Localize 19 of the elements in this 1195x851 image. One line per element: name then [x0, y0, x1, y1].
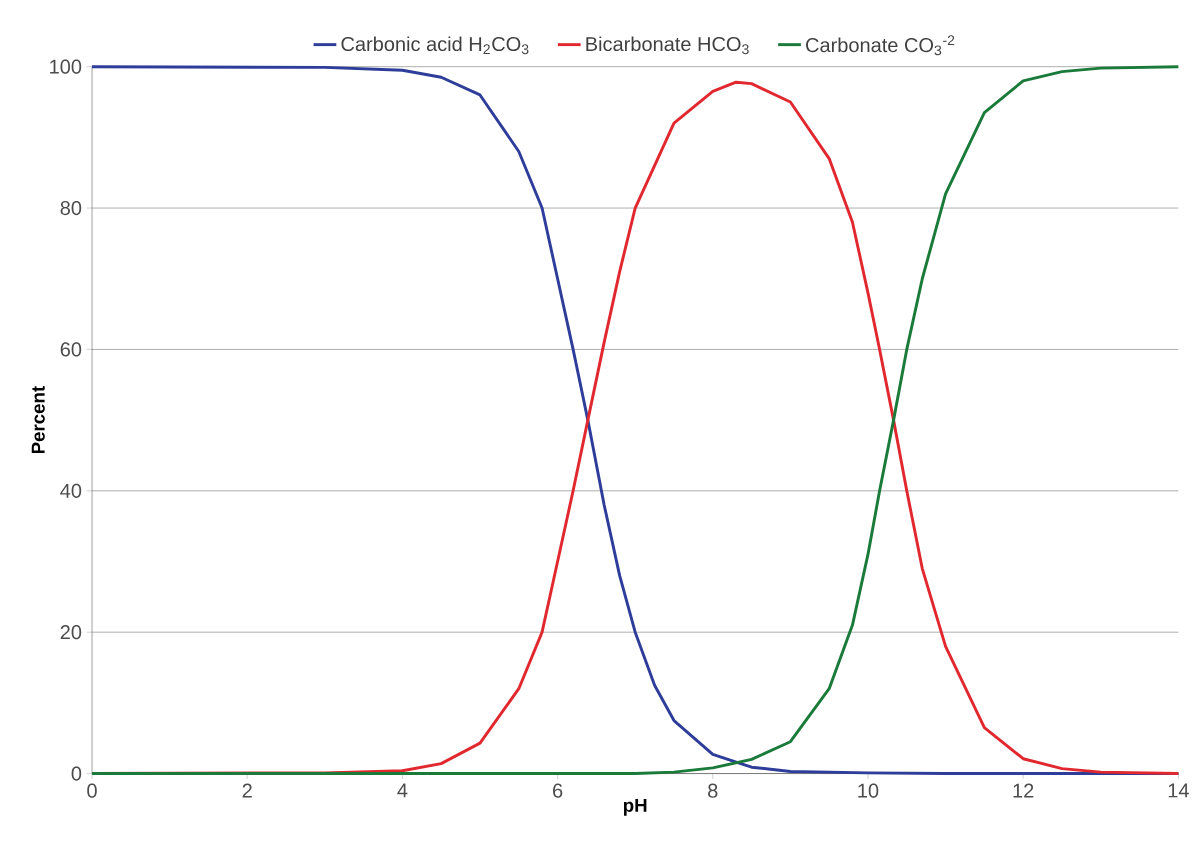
y-tick-label: 80 — [60, 201, 82, 216]
y-tick-label: 0 — [71, 766, 82, 781]
x-tick-label: 2 — [242, 783, 252, 798]
x-tick-label: 0 — [87, 783, 97, 798]
x-tick-label: 6 — [553, 783, 563, 798]
y-tick-label: 20 — [60, 625, 82, 640]
y-tick-label: 100 — [50, 59, 82, 74]
x-tick-label: 12 — [1013, 783, 1034, 798]
y-tick-label: 60 — [60, 342, 82, 357]
y-tick-label: 40 — [60, 483, 82, 498]
x-tick-label: 4 — [397, 783, 408, 798]
x-tick-label: 8 — [708, 783, 718, 798]
legend-label: Carbonic acid H$_{2}$CO$_{3}$ — [341, 36, 529, 55]
legend-label: Carbonate CO$_{3}$-2 — [806, 35, 955, 56]
y-axis-title: Percent — [31, 386, 45, 454]
x-tick-label: 10 — [858, 783, 879, 798]
legend-label: Bicarbonate HCO$_{3}$ — [586, 36, 749, 55]
x-axis-title: pH — [623, 798, 647, 816]
x-tick-label: 14 — [1168, 783, 1189, 798]
